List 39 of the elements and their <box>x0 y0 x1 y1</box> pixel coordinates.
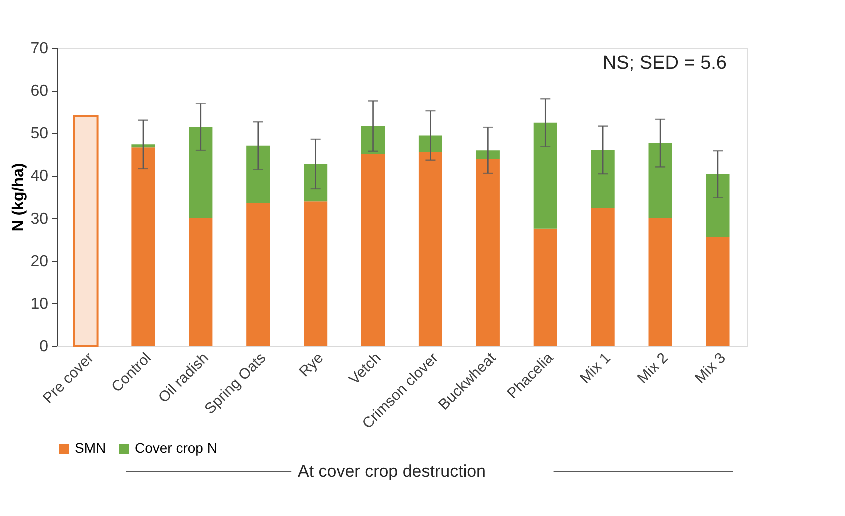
x-tick-label: Mix 3 <box>692 350 730 388</box>
y-tick-label: 50 <box>30 126 49 143</box>
bar <box>591 150 615 208</box>
bar <box>304 164 328 202</box>
y-tick-label: 40 <box>30 168 49 186</box>
bar <box>706 237 730 346</box>
bar <box>591 208 615 346</box>
text: At cover crop destruction <box>298 462 486 481</box>
y-tick-label: 70 <box>30 40 49 58</box>
bar <box>246 146 270 203</box>
annotation: NS; SED = 5.6 <box>602 53 727 74</box>
y-tick-label: 20 <box>30 253 49 270</box>
bar <box>476 150 500 160</box>
bar <box>132 144 156 148</box>
y-axis-title: N (kg/ha) <box>10 163 28 232</box>
legend-label: SMN <box>75 440 106 456</box>
bar <box>132 148 156 346</box>
x-tick-label: Rye <box>296 350 328 381</box>
legend-label: Cover crop N <box>135 440 218 456</box>
bar <box>418 152 443 346</box>
bar <box>534 228 558 346</box>
y-tick-label: 60 <box>30 83 49 100</box>
bar <box>246 202 270 346</box>
bar <box>189 127 213 218</box>
y-tick-label: 10 <box>30 296 49 313</box>
bar <box>648 218 672 346</box>
y-tick-label: 0 <box>40 338 49 356</box>
bar <box>189 218 213 346</box>
bar <box>476 160 500 346</box>
bar <box>418 136 443 152</box>
x-tick-label: Mix 2 <box>634 350 672 388</box>
x-tick-label: Mix 1 <box>577 350 614 388</box>
y-tick-label: 30 <box>30 210 49 228</box>
bar <box>361 126 386 154</box>
bar <box>304 202 328 346</box>
bar <box>534 122 558 229</box>
bar <box>706 174 730 238</box>
bar <box>361 154 386 346</box>
bar <box>648 143 672 218</box>
